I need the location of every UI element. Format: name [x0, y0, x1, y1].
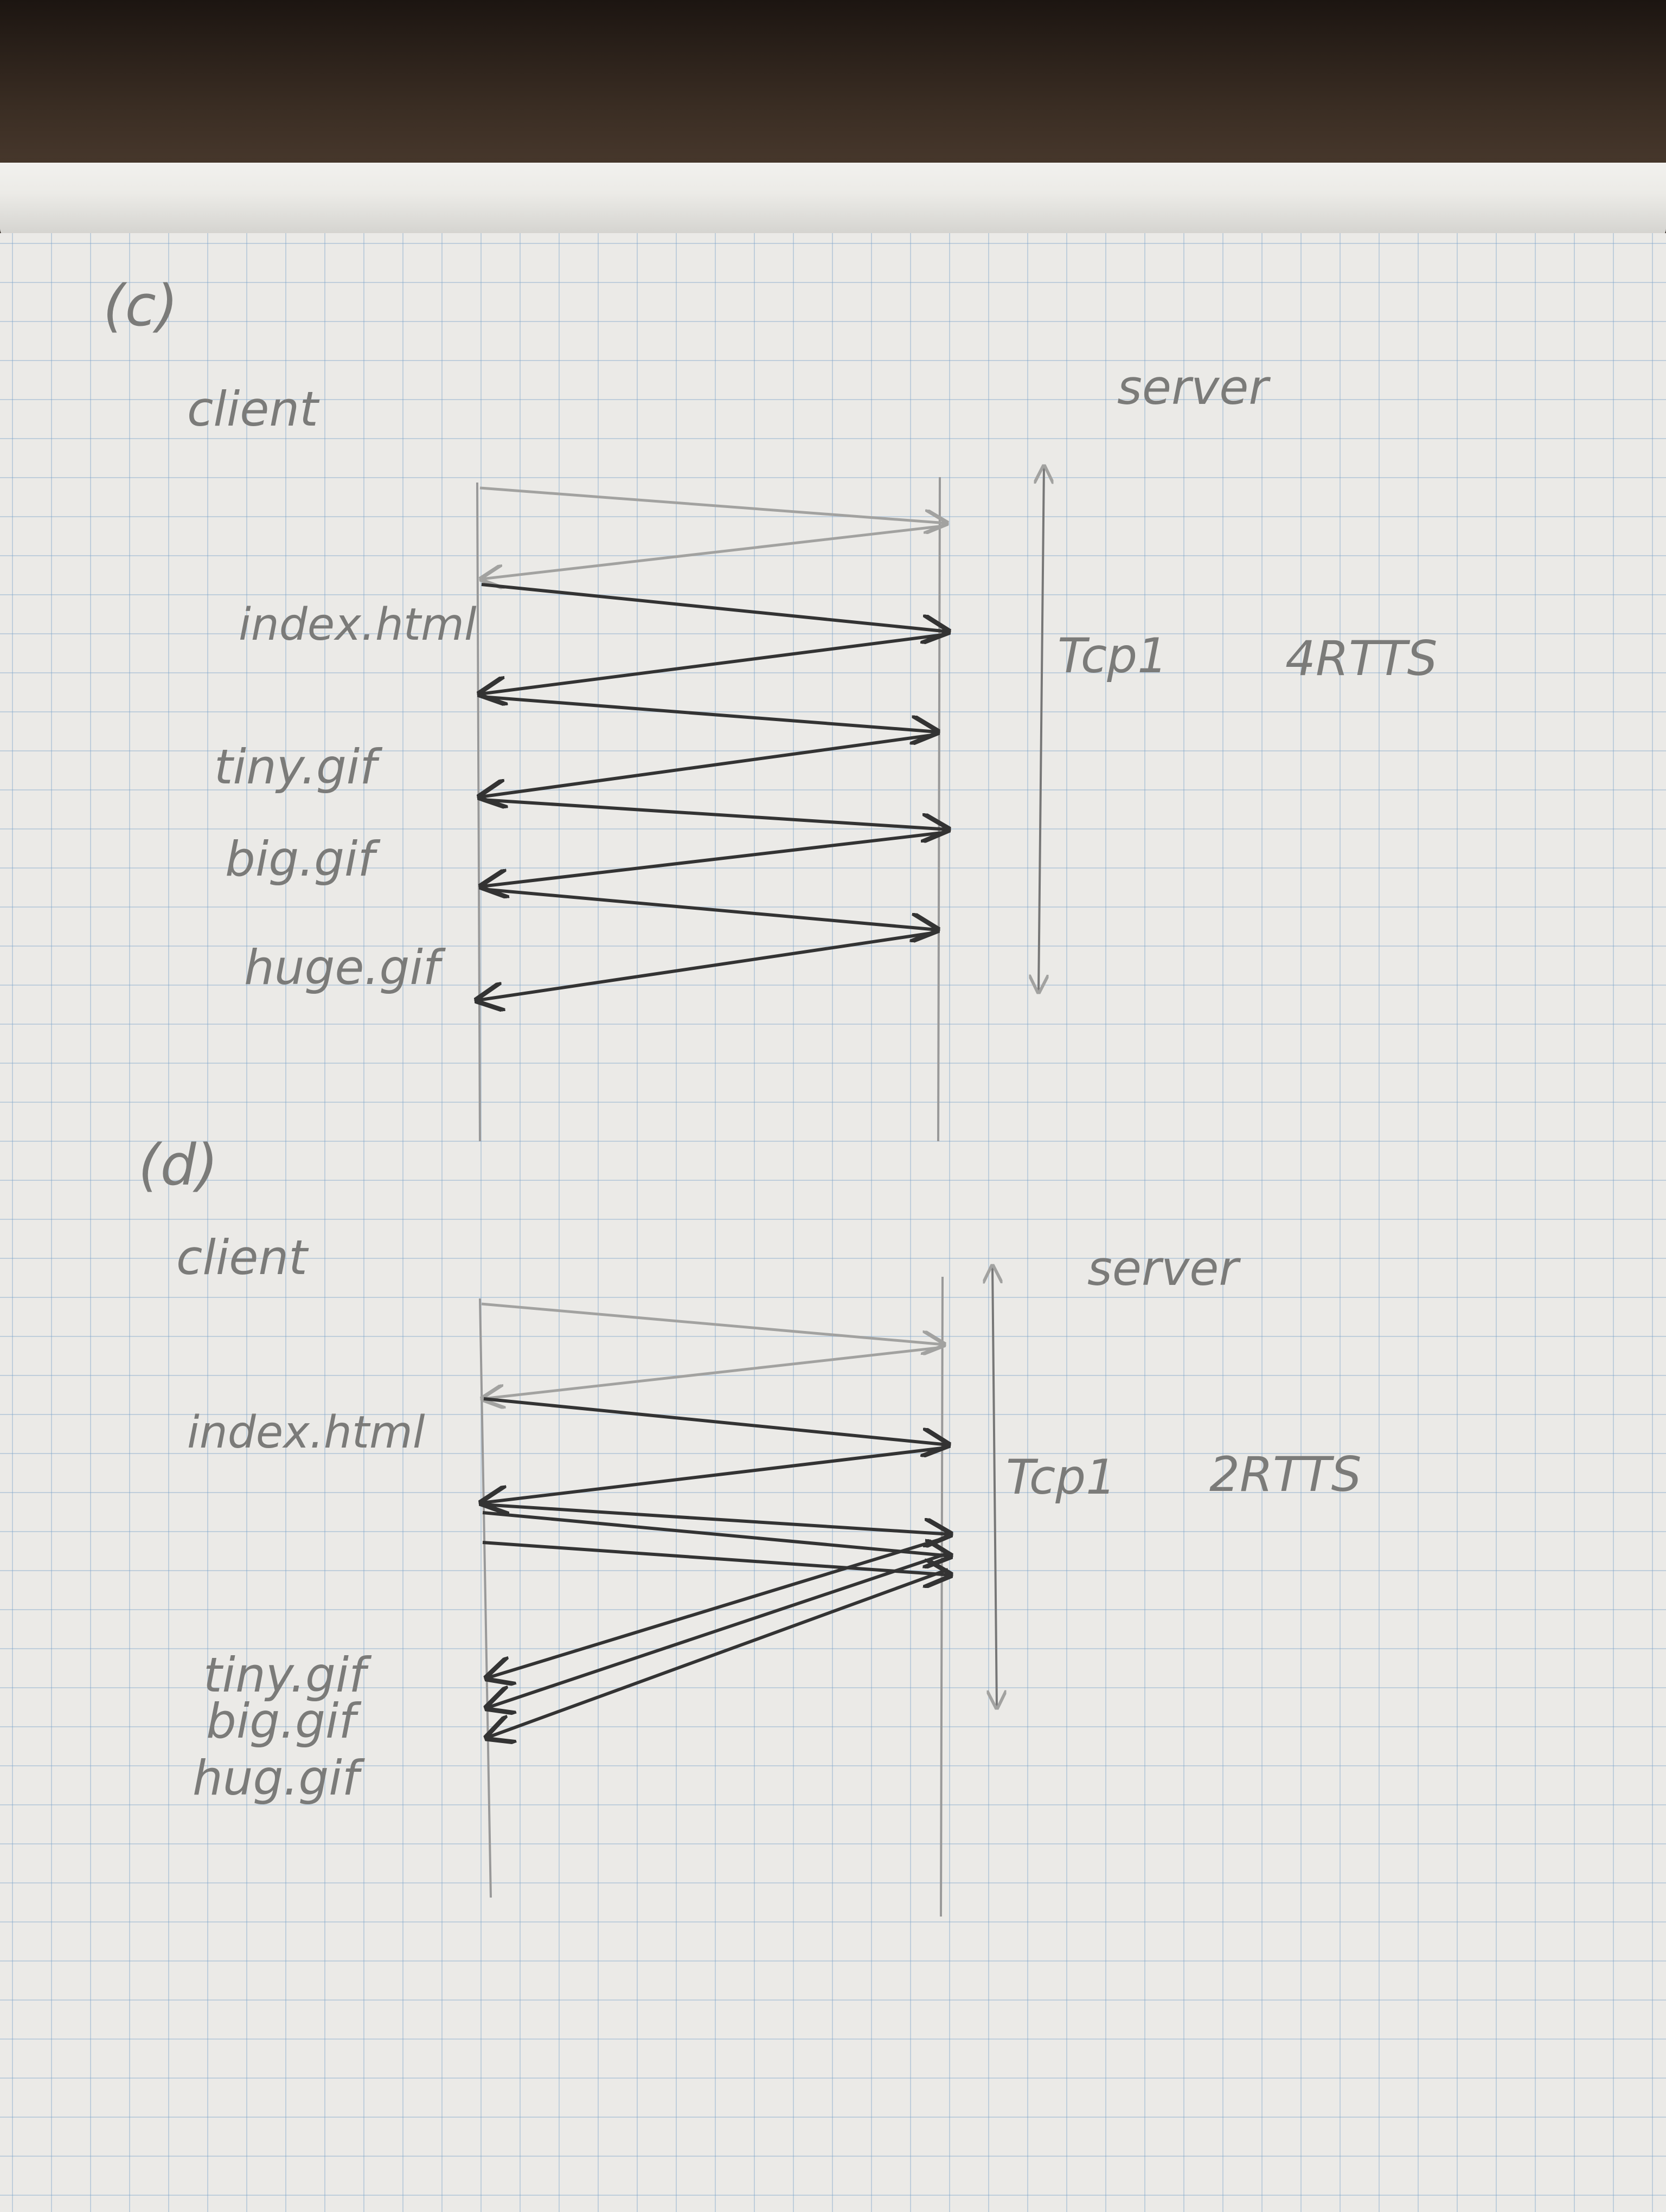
section-c-client-lifeline — [476, 482, 481, 1142]
section-c-file-label: huge.gif — [244, 940, 446, 995]
graph-paper — [0, 233, 1666, 2212]
section-c-request-arrow — [481, 583, 948, 632]
section-d-rtt-note: 2RTTS — [1209, 1446, 1362, 1502]
section-d-request-arrow — [483, 1397, 948, 1445]
section-c-client-label: client — [187, 381, 320, 437]
section-d-response-arrow — [487, 1552, 949, 1708]
section-c: (c) client server index.html tiny.gif bi… — [103, 273, 1438, 1142]
section-d: (d) client server index.html tiny.gif bi… — [138, 1132, 1362, 1917]
section-c-timing-bracket — [1039, 466, 1044, 992]
section-c-label: (c) — [103, 273, 178, 339]
section-c-request-arrow — [481, 798, 948, 829]
section-d-timing-bracket — [992, 1266, 997, 1708]
section-d-response-arrow — [487, 1535, 949, 1678]
section-c-server-lifeline — [937, 477, 941, 1142]
section-c-request-arrow — [481, 695, 937, 732]
section-d-request-arrow — [482, 1541, 950, 1575]
section-d-request-arrow — [482, 1511, 950, 1556]
section-d-file-label: index.html — [187, 1407, 425, 1458]
section-d-file-label: tiny.gif — [203, 1647, 372, 1703]
section-d-syn-arrow — [481, 1302, 944, 1345]
section-c-synack-arrow — [482, 524, 944, 579]
section-d-request-arrow — [482, 1503, 950, 1534]
section-d-file-label: big.gif — [206, 1693, 362, 1749]
section-c-timing-note: Tcp1 — [1058, 628, 1168, 684]
section-d-server-lifeline — [940, 1276, 944, 1917]
section-d-synack-arrow — [483, 1346, 943, 1399]
section-d-response-arrow — [482, 1446, 947, 1503]
section-c-response-arrow — [482, 831, 947, 886]
section-d-server-label: server — [1087, 1240, 1241, 1296]
section-c-response-arrow — [480, 733, 936, 797]
section-d-label: (d) — [138, 1132, 218, 1198]
section-d-file-label: hug.gif — [193, 1750, 366, 1806]
section-c-server-label: server — [1117, 359, 1271, 415]
section-d-client-label: client — [176, 1230, 309, 1285]
section-d-client-lifeline — [479, 1298, 492, 1898]
section-c-rtt-note: 4RTTS — [1285, 631, 1438, 686]
desk-background — [0, 0, 1666, 179]
paper-roll-edge — [0, 163, 1666, 239]
section-c-file-label: big.gif — [225, 831, 381, 887]
section-c-request-arrow — [482, 888, 937, 930]
section-c-file-label: index.html — [239, 599, 477, 651]
section-c-file-label: tiny.gif — [214, 739, 383, 795]
section-c-syn-arrow — [479, 486, 946, 523]
section-c-response-arrow — [480, 633, 947, 694]
section-d-timing-note: Tcp1 — [1006, 1449, 1116, 1505]
section-d-response-arrow — [487, 1568, 949, 1738]
section-c-response-arrow — [477, 931, 936, 1000]
